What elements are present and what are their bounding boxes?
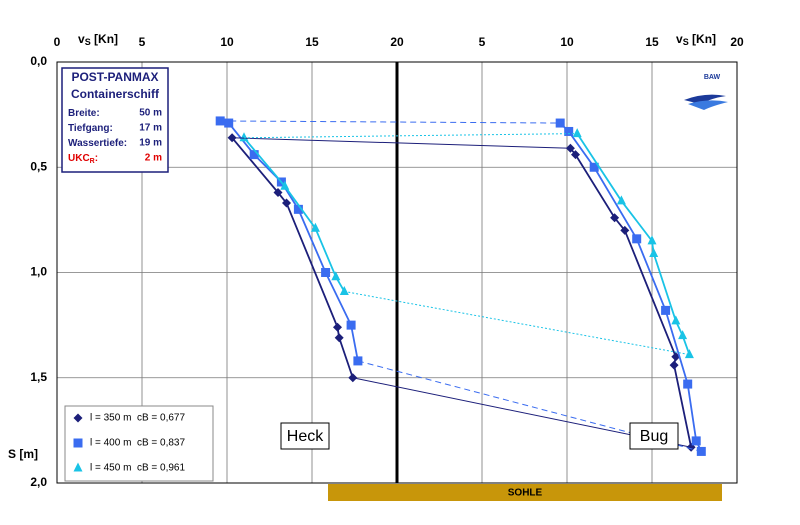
- square-marker: [249, 150, 259, 160]
- square-marker: [589, 162, 599, 172]
- diamond-marker: [282, 198, 291, 208]
- x-axis-label-main: v: [676, 32, 683, 46]
- triangle-marker: [73, 462, 83, 472]
- square-marker: [683, 379, 693, 389]
- x-tick-label: 15: [645, 35, 659, 49]
- y-tick-label: 1,0: [30, 265, 47, 279]
- info-label-end: :: [95, 153, 98, 164]
- link-line: [243, 133, 578, 139]
- legend-label: l = 450 m cB = 0,961: [90, 463, 185, 474]
- triangle-marker: [649, 248, 659, 258]
- annotation-box: [629, 422, 679, 450]
- legend-label: l = 400 m cB = 0,837: [90, 438, 185, 449]
- info-label: UKCR:: [68, 153, 98, 165]
- link-line: [344, 290, 690, 356]
- y-tick-label: 0,5: [30, 159, 47, 173]
- info-value: 50 m: [139, 108, 162, 119]
- diamond-marker: [73, 413, 83, 423]
- annotation: Bug: [640, 428, 668, 445]
- diamond-marker: [669, 360, 679, 370]
- x-axis-label-end: [Kn]: [91, 32, 118, 46]
- info-value: 17 m: [139, 123, 162, 134]
- triangle-marker: [684, 349, 694, 359]
- series-line: [219, 120, 359, 362]
- square-marker: [691, 436, 701, 446]
- x-axis-label-sub: S: [85, 37, 91, 47]
- x-axis-label: vS [Kn]: [78, 32, 118, 47]
- link-line: [220, 120, 561, 124]
- triangle-marker: [331, 271, 341, 281]
- info-title: POST-PANMAX: [71, 70, 158, 84]
- x-axis-label-main: v: [78, 32, 85, 46]
- square-marker: [224, 118, 234, 128]
- x-tick-label: 0: [54, 35, 61, 49]
- square-marker: [293, 204, 303, 214]
- series-line: [231, 137, 354, 379]
- y-axis-label: S [m]: [8, 447, 38, 461]
- triangle-marker: [339, 285, 349, 295]
- info-label-main: Wassertiefe:: [68, 138, 127, 149]
- triangle-marker: [280, 180, 290, 190]
- info-label: Breite:: [68, 108, 100, 119]
- series-line: [559, 122, 703, 452]
- triangle-marker: [239, 132, 249, 142]
- square-marker: [661, 305, 671, 315]
- annotation: Heck: [287, 428, 324, 445]
- info-label-main: Breite:: [68, 108, 100, 119]
- diamond-marker: [571, 150, 580, 160]
- info-label-main: UKC: [68, 153, 90, 164]
- square-marker: [346, 320, 356, 330]
- link-line: [232, 137, 571, 149]
- logo-text: BAW: [704, 74, 721, 81]
- triangle-marker: [647, 235, 657, 245]
- x-tick-label: 10: [560, 35, 574, 49]
- y-tick-label: 0,0: [30, 54, 47, 68]
- diamond-marker: [620, 225, 630, 235]
- square-marker: [632, 234, 642, 244]
- legend-label: l = 350 m cB = 0,677: [90, 413, 185, 424]
- logo: BAW: [684, 74, 728, 110]
- square-marker: [564, 126, 574, 136]
- y-tick-label: 2,0: [30, 475, 47, 489]
- x-tick-label: 20: [390, 35, 404, 49]
- triangle-marker: [310, 222, 320, 232]
- x-tick-label: 5: [139, 35, 146, 49]
- x-tick-label: 5: [479, 35, 486, 49]
- square-marker: [321, 268, 331, 277]
- x-axis-label: vS [Kn]: [676, 32, 716, 47]
- info-label: Tiefgang:: [68, 123, 113, 134]
- info-subtitle: Containerschiff: [71, 87, 160, 101]
- info-label: Wassertiefe:: [68, 138, 127, 149]
- diamond-marker: [610, 213, 620, 223]
- triangle-marker: [671, 315, 681, 325]
- logo-swoosh: [688, 100, 728, 110]
- info-box: [61, 67, 169, 173]
- triangle-marker: [678, 330, 688, 340]
- y-tick-label: 1,5: [30, 370, 47, 384]
- triangle-marker: [616, 195, 626, 205]
- diamond-marker: [333, 322, 342, 332]
- diamond-marker: [334, 333, 344, 343]
- annotation-box: [280, 422, 330, 450]
- legend: [64, 405, 214, 482]
- info-label-sub: R: [90, 158, 95, 165]
- logo-swoosh: [684, 94, 726, 104]
- plot-area: [73, 116, 706, 472]
- x-tick-label: 10: [220, 35, 234, 49]
- sohle-label: SOHLE: [508, 488, 543, 499]
- diamond-marker: [273, 188, 283, 198]
- info-value: 19 m: [139, 138, 162, 149]
- sohle-bar: [328, 484, 722, 501]
- square-marker: [73, 438, 83, 448]
- x-tick-label: 20: [730, 35, 744, 49]
- info-label-main: Tiefgang:: [68, 123, 113, 134]
- triangle-marker: [572, 128, 582, 138]
- x-tick-label: 15: [305, 35, 319, 49]
- info-value: 2 m: [145, 153, 162, 164]
- x-axis-label-sub: S: [683, 37, 689, 47]
- x-axis-label-end: [Kn]: [689, 32, 716, 46]
